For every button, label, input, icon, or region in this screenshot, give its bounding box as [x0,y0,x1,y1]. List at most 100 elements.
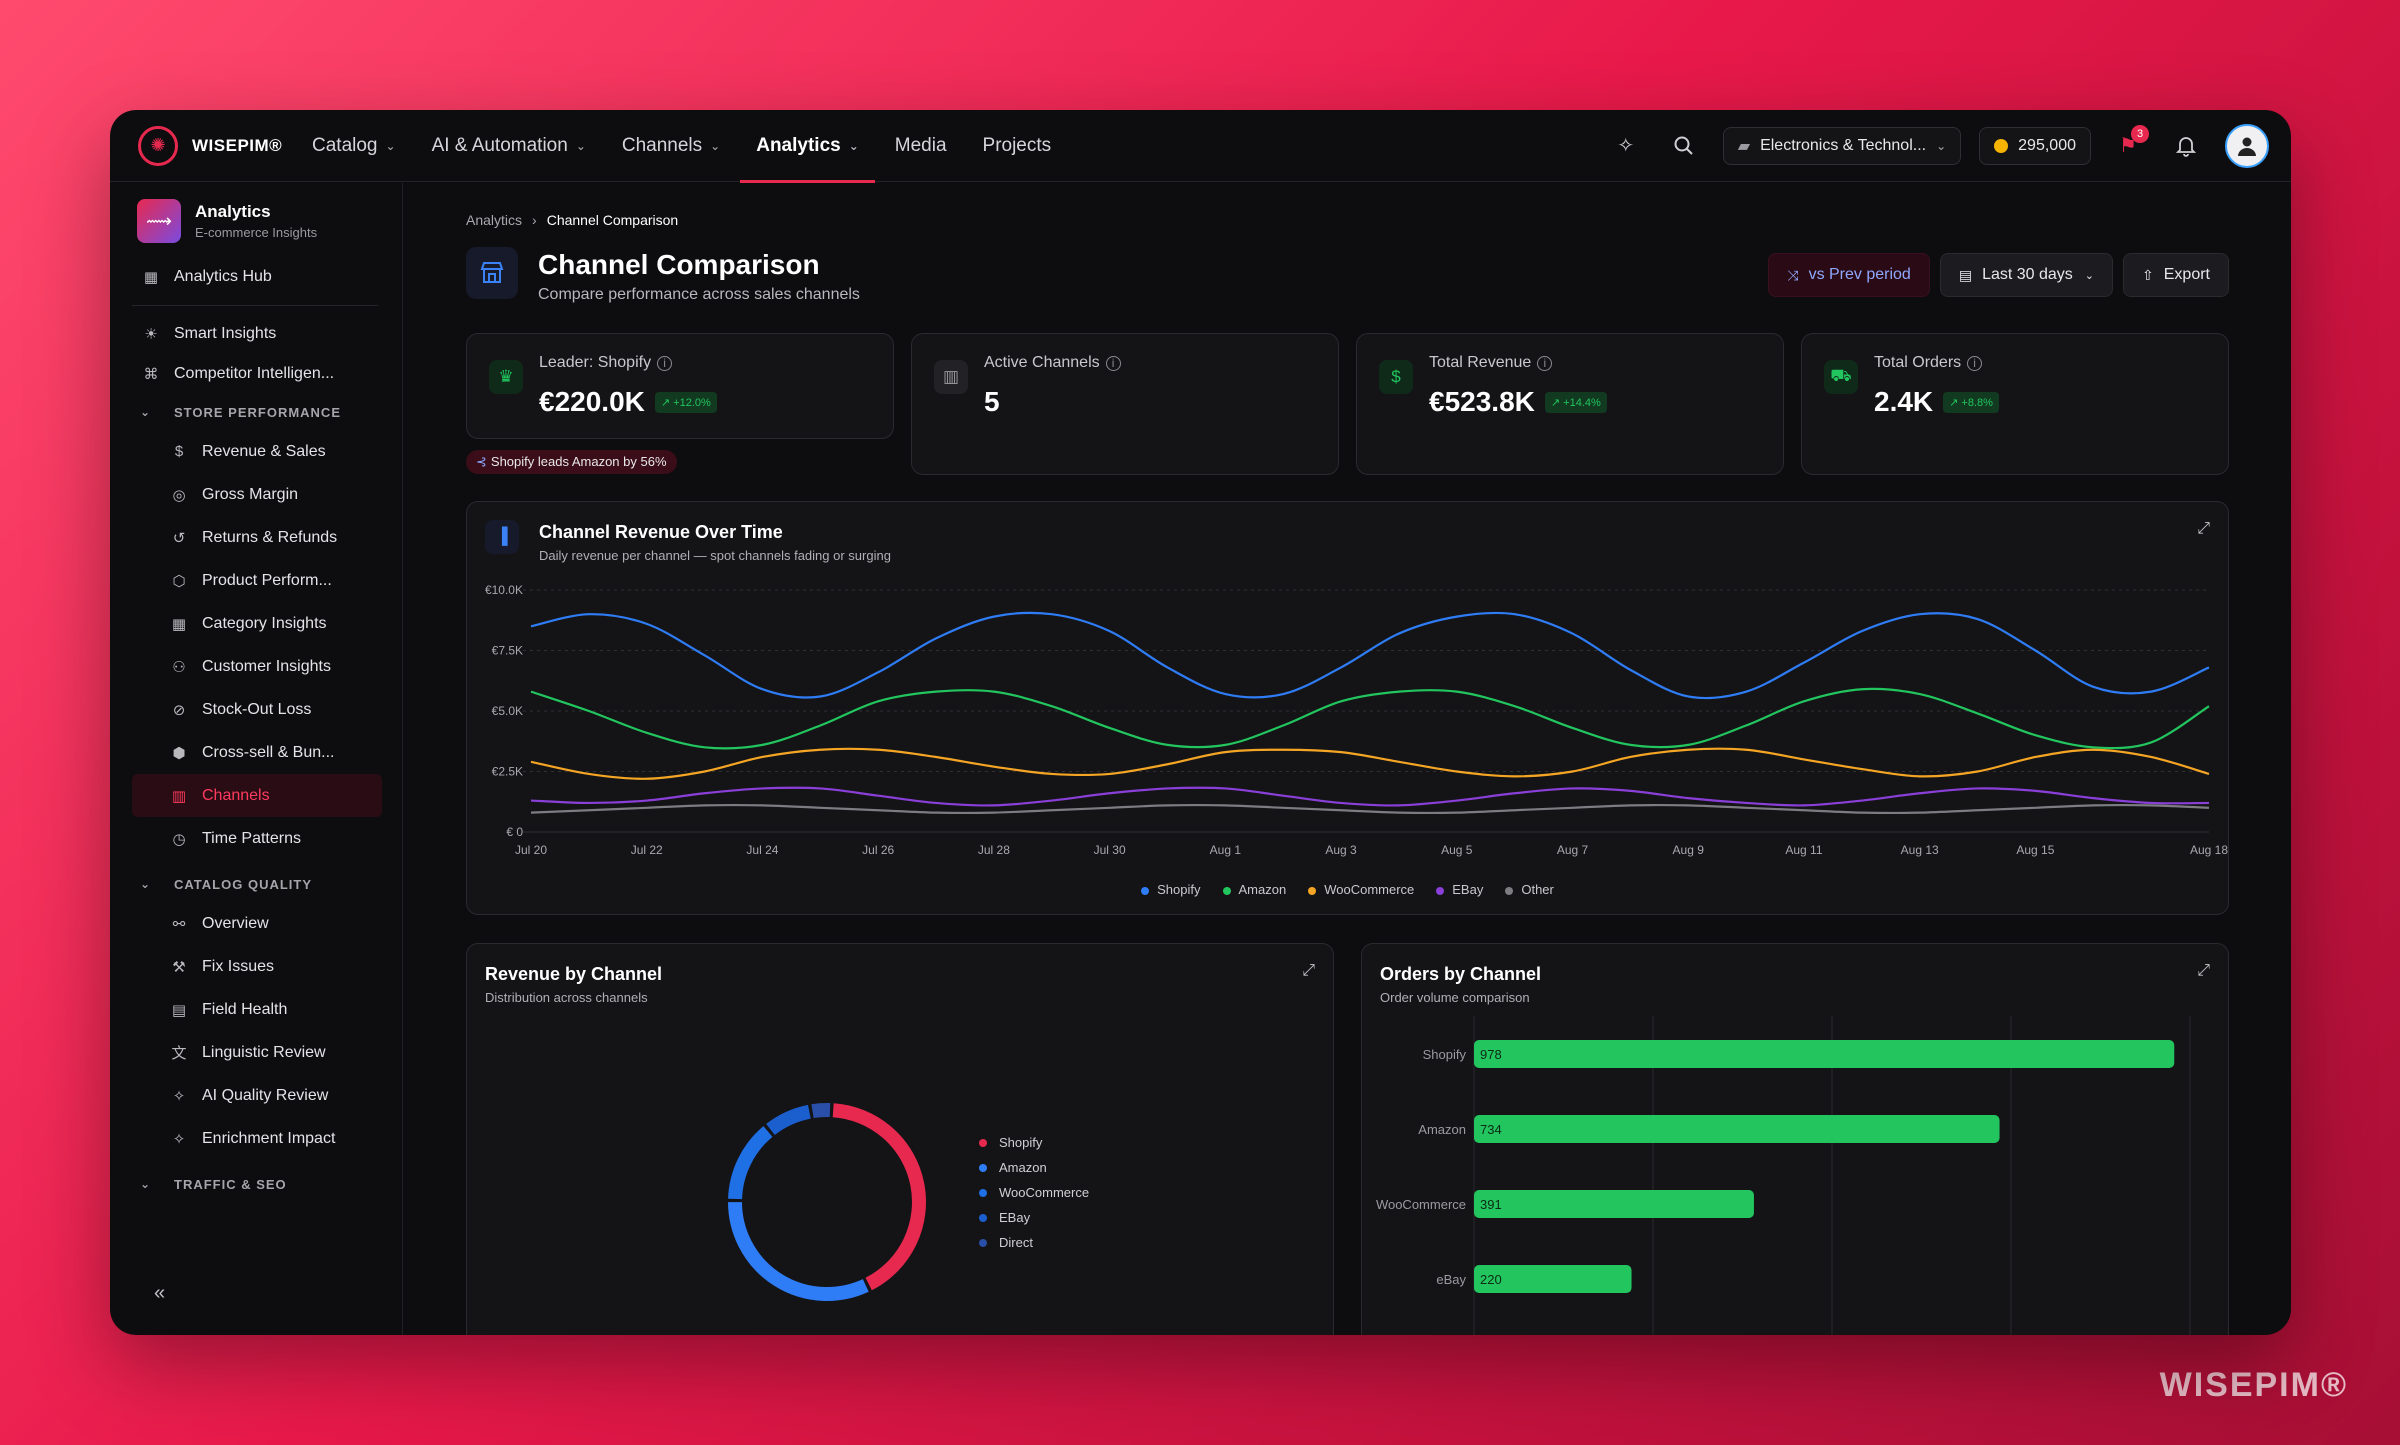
sidebar-item-label: Linguistic Review [202,1043,326,1061]
credits-value: 295,000 [2018,136,2076,154]
kpi-value: 2.4K [1874,386,1934,417]
sidebar-item-label: Analytics Hub [174,268,272,285]
series-line-other[interactable] [530,803,2210,815]
date-range-button[interactable]: ▤ Last 30 days ⌄ [1939,253,2114,297]
sidebar-item-stock-out-loss[interactable]: ⊘ Stock-Out Loss [110,688,402,731]
x-tick-label: Aug 5 [1441,843,1473,857]
sidebar-item-label: Cross-sell & Bun... [202,743,335,761]
sidebar-item-analytics-hub[interactable]: ▦ Analytics Hub [110,257,402,297]
legend-dot [979,1188,987,1197]
legend-item-shopify[interactable]: Shopify [979,1130,1089,1155]
donut-slice-woocommerce[interactable] [728,1126,773,1200]
sidebar-item-customer-insights[interactable]: ⚇ Customer Insights [110,645,402,688]
legend-item-amazon[interactable]: Amazon [1222,882,1286,897]
export-button[interactable]: ⇧ Export [2123,253,2229,297]
sidebar-item-label: Customer Insights [202,657,331,675]
lightbulb-icon: ☀ [144,326,158,343]
nav-projects[interactable]: Projects [965,110,1070,182]
sidebar-item-gross-margin[interactable]: ◎ Gross Margin [110,473,402,516]
expand-icon[interactable]: ⤢ [2197,962,2210,979]
collapse-sidebar-icon[interactable]: « [154,1282,166,1304]
legend-item-shopify[interactable]: Shopify [1141,882,1201,897]
sidebar-item-overview[interactable]: ⚯ Overview [110,902,402,945]
sidebar-item-product-perform[interactable]: ⬡ Product Perform... [110,559,402,602]
kpi-card-active-channels[interactable]: ▥ Active Channels i 5 [911,333,1339,475]
sidebar-section-traffic-seo[interactable]: ⌄ TRAFFIC & SEO [110,1166,402,1202]
nav-catalog[interactable]: Catalog ⌄ [294,110,414,182]
legend-label: Other [1521,882,1554,897]
sidebar-item-returns-refunds[interactable]: ↺ Returns & Refunds [110,516,402,559]
brand-logo[interactable]: ✺ WISEPIM® [138,125,288,166]
credits-display[interactable]: 295,000 [1979,126,2091,165]
sidebar-item-time-patterns[interactable]: ◷ Time Patterns [110,817,402,860]
legend-item-woocommerce[interactable]: WooCommerce [979,1180,1089,1205]
donut-slice-ebay[interactable] [766,1104,811,1136]
sidebar-item-label: Category Insights [202,614,327,632]
sidebar-item-linguistic-review[interactable]: 文 Linguistic Review [110,1031,402,1074]
kpi-card-total-revenue[interactable]: $ Total Revenue i €523.8K ↗ +14.4% [1356,333,1784,475]
info-icon[interactable]: i [1537,355,1553,371]
info-icon[interactable]: i [1967,355,1983,371]
sidebar-item-label: Revenue & Sales [202,442,326,460]
compare-prev-button[interactable]: ⤨ vs Prev period [1768,253,1930,297]
donut-slice-direct[interactable] [811,1103,831,1119]
series-line-ebay[interactable] [530,786,2210,807]
sidebar-item-category-insights[interactable]: ▦ Category Insights [110,602,402,645]
bar-ebay[interactable] [1474,1265,1632,1293]
sidebar-section-store-performance[interactable]: ⌄ STORE PERFORMANCE [110,394,402,430]
y-tick-label: € 0 [506,825,523,839]
sidebar-item-ai-quality-review[interactable]: ✧ AI Quality Review [110,1074,402,1117]
donut-slice-amazon[interactable] [728,1202,869,1301]
kpi-card-total-orders[interactable]: ⛟ Total Orders i 2.4K ↗ +8.8% [1801,333,2229,475]
legend-item-amazon[interactable]: Amazon [979,1155,1089,1180]
sidebar-item-revenue-sales[interactable]: $ Revenue & Sales [110,430,402,473]
ai-sparkle-icon[interactable]: ✧ [1617,135,1635,157]
user-avatar[interactable] [2225,123,2269,168]
sidebar-section-catalog-quality[interactable]: ⌄ CATALOG QUALITY [110,866,402,902]
bar-woocommerce[interactable] [1474,1190,1754,1218]
sidebar-item-competitor-intelligen[interactable]: ⌘ Competitor Intelligen... [110,354,402,394]
info-icon[interactable]: i [657,355,673,371]
x-tick-label: Aug 7 [1557,843,1589,857]
pin-button[interactable]: ⚑ 3 [2107,124,2149,167]
nav-channels[interactable]: Channels ⌄ [604,110,738,182]
workspace-selector[interactable]: ▰ Electronics & Technol... ⌄ [1722,126,1962,165]
bar-value-label: 391 [1480,1197,1502,1212]
series-line-shopify[interactable] [530,611,2210,700]
store-icon: ▥ [171,787,187,805]
bell-icon[interactable] [2165,125,2207,167]
legend-item-ebay[interactable]: EBay [979,1205,1089,1230]
sidebar-item-cross-sell-bun[interactable]: ⬢ Cross-sell & Bun... [110,731,402,774]
sidebar-item-label: Gross Margin [202,485,299,503]
legend-item-woocommerce[interactable]: WooCommerce [1308,882,1414,897]
legend-item-ebay[interactable]: EBay [1436,882,1483,897]
search-icon[interactable] [1663,125,1705,167]
series-line-woocommerce[interactable] [530,747,2210,780]
sidebar-item-channels[interactable]: ▥ Channels [132,774,382,817]
sidebar-item-label: Field Health [202,1000,288,1018]
legend-item-direct[interactable]: Direct [979,1230,1089,1255]
sidebar-item-fix-issues[interactable]: ⚒ Fix Issues [110,945,402,988]
compare-icon: ⊰ [476,454,487,469]
x-tick-label: Aug 18 [2190,843,2228,857]
legend-item-other[interactable]: Other [1505,882,1554,897]
nav-ai-automation[interactable]: AI & Automation ⌄ [414,110,604,182]
bar-shopify[interactable] [1474,1040,2175,1068]
sidebar-item-smart-insights[interactable]: ☀ Smart Insights [110,314,402,354]
series-line-amazon[interactable] [530,687,2210,750]
expand-icon[interactable]: ⤢ [2197,520,2210,537]
sidebar-item-field-health[interactable]: ▤ Field Health [110,988,402,1031]
bar-amazon[interactable] [1474,1115,2000,1143]
page-subtitle: Compare performance across sales channel… [538,286,860,303]
kpi-card-leader[interactable]: ♛ Leader: Shopify i €220.0K ↗ +12.0% [466,333,894,439]
expand-icon[interactable]: ⤢ [1302,962,1315,979]
info-icon[interactable]: i [1105,355,1121,371]
donut-slice-shopify[interactable] [832,1103,926,1291]
breadcrumb-analytics[interactable]: Analytics [466,212,523,228]
nav-media[interactable]: Media [877,110,965,182]
nav-label: AI & Automation [431,134,568,156]
nav-analytics[interactable]: Analytics ⌄ [738,110,877,183]
x-tick-label: Aug 11 [1785,843,1822,857]
sidebar-item-enrichment-impact[interactable]: ✧ Enrichment Impact [110,1117,402,1160]
analytics-logo-icon: ⟿ [137,199,181,243]
